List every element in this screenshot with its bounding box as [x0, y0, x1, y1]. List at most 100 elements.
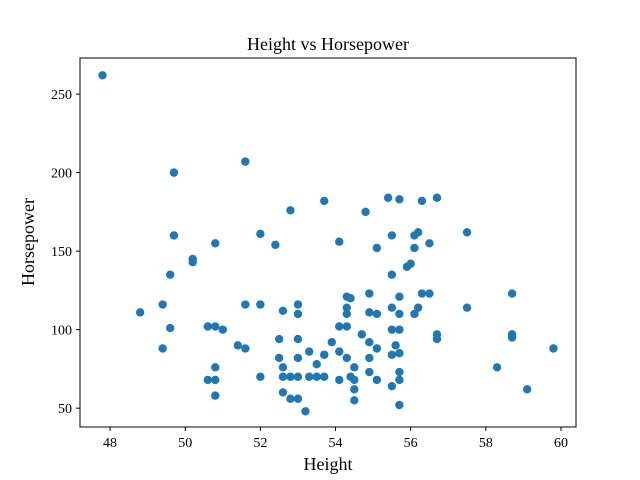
data-point [271, 240, 280, 250]
data-point [432, 334, 442, 344]
data-point [188, 257, 197, 267]
data-point [410, 309, 419, 319]
data-point [320, 196, 329, 206]
data-point [549, 344, 558, 353]
data-point [425, 239, 434, 248]
data-point [361, 207, 370, 217]
data-point [203, 322, 212, 331]
x-tick-label: 48 [103, 436, 117, 451]
data-point [203, 375, 212, 385]
plot-frame [79, 57, 577, 428]
data-point [286, 394, 295, 403]
data-point [342, 353, 351, 363]
x-tick-label: 60 [554, 436, 568, 451]
data-point [462, 303, 472, 312]
data-point [342, 303, 351, 312]
data-point [169, 168, 179, 177]
data-point [395, 325, 404, 334]
data-point [305, 372, 314, 381]
data-point [211, 322, 220, 331]
data-point [425, 289, 434, 298]
data-point [293, 394, 303, 403]
data-point [350, 385, 359, 394]
data-point [293, 372, 303, 381]
data-point [241, 157, 250, 166]
data-point [327, 338, 336, 347]
data-point [350, 375, 359, 385]
data-point [462, 228, 472, 237]
data-point [522, 385, 532, 394]
data-point [241, 300, 250, 309]
x-axis-ticks: 48 50 52 54 56 58 60 [103, 427, 568, 451]
data-point [286, 206, 295, 215]
data-point [432, 193, 442, 202]
data-point [312, 372, 321, 381]
data-point [346, 294, 355, 303]
data-point [365, 308, 374, 317]
data-point [413, 303, 423, 312]
data-point [365, 353, 374, 363]
data-point [395, 367, 404, 377]
data-point [395, 195, 404, 204]
data-point [211, 363, 220, 372]
data-point [391, 341, 400, 350]
y-tick-label: 150 [51, 245, 72, 260]
y-tick-label: 200 [51, 167, 72, 182]
data-point [211, 239, 220, 248]
data-point [372, 344, 382, 353]
data-point [286, 372, 295, 381]
data-point [233, 341, 243, 350]
data-point [372, 309, 382, 319]
y-axis-ticks: 50 100 150 200 250 [51, 88, 80, 417]
data-point [357, 330, 367, 339]
chart-title: Height vs Horsepower [247, 34, 409, 54]
x-tick-label: 56 [404, 436, 418, 451]
data-point [218, 325, 227, 334]
data-point [417, 289, 427, 298]
data-point [335, 375, 344, 385]
data-point [395, 349, 404, 358]
data-point [165, 270, 175, 279]
data-point [342, 309, 351, 319]
data-point [350, 396, 359, 405]
x-axis-label: Height [304, 454, 353, 474]
data-point [256, 229, 265, 239]
data-point [305, 347, 314, 356]
data-point [158, 344, 167, 353]
data-point [395, 375, 404, 385]
data-point [293, 334, 303, 344]
data-point [372, 375, 382, 385]
data-point [383, 193, 393, 202]
data-point [507, 289, 517, 298]
data-point [135, 308, 145, 317]
data-point [395, 400, 404, 410]
data-point [256, 300, 265, 309]
data-point [387, 303, 397, 312]
data-point [387, 381, 397, 391]
data-point [413, 228, 423, 237]
data-point [406, 259, 415, 268]
data-point [98, 71, 107, 80]
data-point [335, 237, 344, 246]
y-tick-label: 50 [58, 402, 72, 417]
data-point [342, 322, 351, 331]
data-point [387, 231, 397, 240]
data-point [387, 270, 397, 279]
data-point [293, 353, 303, 363]
data-point [395, 309, 404, 319]
data-point [335, 347, 344, 356]
data-point [165, 323, 175, 333]
data-point [278, 363, 288, 372]
data-point [350, 363, 359, 372]
data-point [335, 322, 344, 331]
data-point [278, 372, 288, 381]
data-point [241, 344, 250, 353]
data-point [301, 407, 310, 416]
x-tick-label: 54 [329, 436, 343, 451]
data-point [293, 309, 303, 319]
data-point [169, 231, 179, 240]
data-point [211, 375, 220, 385]
